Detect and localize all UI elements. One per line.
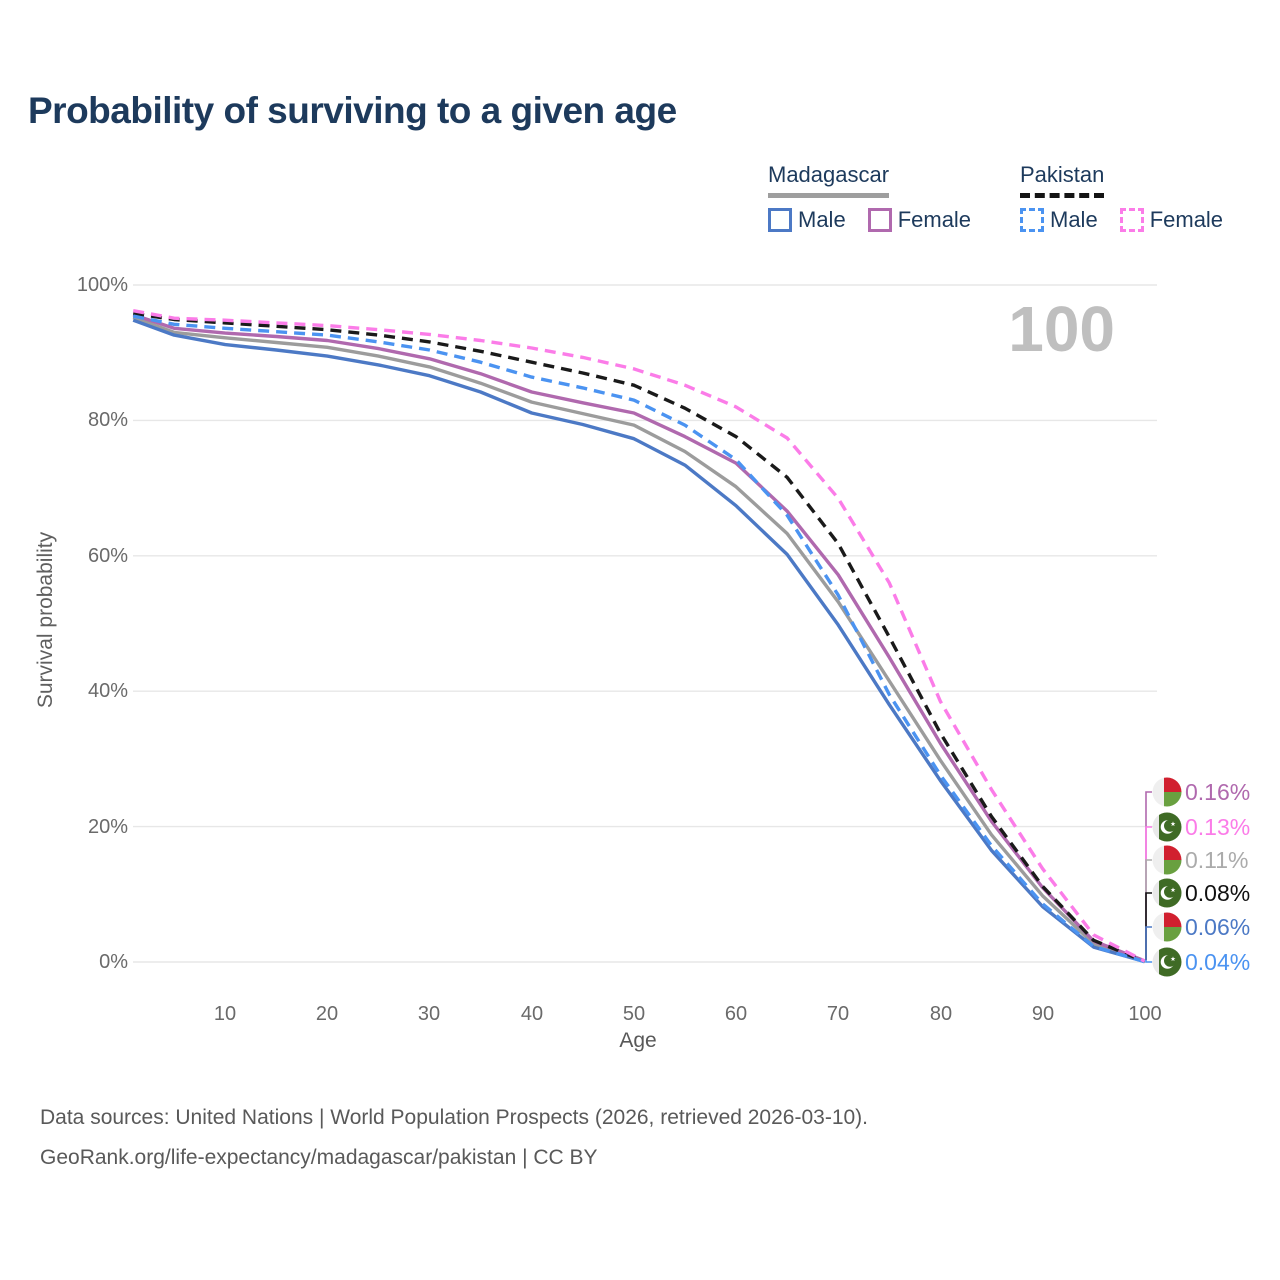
legend-label: Male: [1050, 207, 1098, 232]
x-tick-30: 30: [417, 1003, 441, 1025]
x-tick-40: 40: [520, 1003, 544, 1025]
end-label-pakistan-male: 0.04%: [1152, 946, 1250, 978]
data-sources-note: Data sources: United Nations | World Pop…: [40, 1106, 869, 1129]
end-value: 0.08%: [1185, 879, 1251, 906]
legend-country-madagascar: Madagascar: [768, 162, 890, 198]
y-axis-title: Survival probability: [34, 531, 57, 709]
legend-items-madagascar: Male Female: [768, 207, 971, 233]
curve-pakistan-male: [132, 314, 1146, 964]
pakistan-flag-icon: [1152, 878, 1182, 908]
x-tick-50: 50: [622, 1003, 646, 1025]
legend-items-pakistan: Male Female: [1020, 207, 1223, 233]
y-tick-40: 40%: [87, 680, 128, 702]
label-connector: [1145, 926, 1152, 960]
y-tick-20: 20%: [87, 816, 128, 838]
legend-country-pakistan: Pakistan: [1020, 162, 1105, 198]
legend-group-pakistan: Pakistan Male Female: [1020, 162, 1223, 233]
madagascar-female-swatch-icon: [867, 208, 892, 232]
age-counter: 100: [1008, 293, 1115, 365]
x-tick-90: 90: [1031, 1003, 1055, 1025]
legend-item-madagascar-male: Male: [768, 207, 846, 233]
y-tick-80: 80%: [87, 409, 128, 431]
madagascar-flag-icon: [1152, 845, 1182, 875]
end-label-pakistan-female: 0.13%: [1152, 811, 1250, 843]
pakistan-flag-icon: [1152, 947, 1182, 977]
end-label-pakistan-both: 0.08%: [1152, 877, 1250, 909]
end-label-madagascar-both: 0.11%: [1152, 844, 1249, 876]
pakistan-female-swatch-icon: [1119, 208, 1144, 232]
legend-label: Male: [798, 207, 846, 232]
curve-pakistan: [132, 311, 1146, 964]
legend-item-pakistan-female: Female: [1119, 207, 1224, 233]
end-value: 0.16%: [1185, 778, 1251, 805]
x-tick-20: 20: [315, 1003, 339, 1025]
curve-madagascar-male: [132, 318, 1146, 964]
legend-group-madagascar: Madagascar Male Female: [768, 162, 971, 233]
x-tick-100: 100: [1128, 1003, 1162, 1025]
label-connector: [1145, 960, 1152, 963]
curve-madagascar-female: [132, 313, 1146, 963]
madagascar-male-swatch-icon: [768, 208, 792, 232]
curve-madagascar: [132, 315, 1146, 963]
legend-item-madagascar-female: Female: [867, 207, 972, 233]
madagascar-flag-icon: [1152, 912, 1182, 942]
page-title: Probability of surviving to a given age: [28, 90, 677, 131]
x-tick-80: 80: [929, 1003, 953, 1025]
curve-pakistan-female: [132, 309, 1146, 963]
y-tick-60: 60%: [87, 545, 128, 567]
legend-label: Female: [1149, 207, 1224, 232]
pakistan-flag-icon: [1152, 812, 1182, 842]
x-tick-10: 10: [213, 1003, 237, 1025]
end-value: 0.13%: [1185, 813, 1251, 840]
end-value: 0.11%: [1185, 846, 1249, 873]
legend-label: Female: [897, 207, 972, 232]
attribution-note: GeoRank.org/life-expectancy/madagascar/p…: [40, 1146, 598, 1169]
pakistan-male-swatch-icon: [1020, 208, 1044, 232]
x-tick-70: 70: [826, 1003, 850, 1025]
y-tick-0: 0%: [99, 951, 128, 973]
legend-item-pakistan-male: Male: [1020, 207, 1098, 233]
x-axis-title: Age: [619, 1029, 657, 1052]
madagascar-flag-icon: [1152, 777, 1182, 807]
end-value: 0.04%: [1185, 948, 1251, 975]
y-tick-100: 100%: [76, 274, 128, 296]
x-tick-60: 60: [724, 1003, 748, 1025]
end-label-madagascar-male: 0.06%: [1152, 911, 1250, 943]
end-value: 0.06%: [1185, 913, 1251, 940]
end-label-madagascar-female: 0.16%: [1152, 776, 1250, 808]
